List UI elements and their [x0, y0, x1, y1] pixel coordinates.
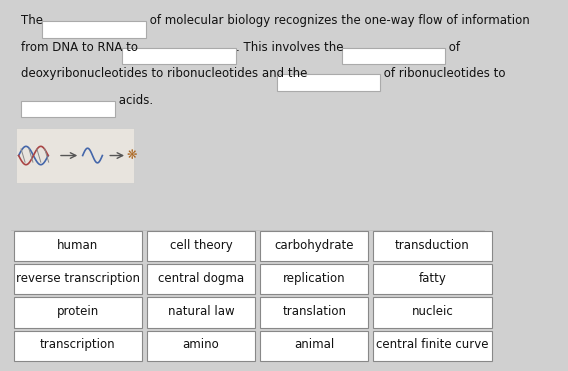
Text: central dogma: central dogma: [158, 272, 244, 285]
Bar: [373, 298, 491, 328]
Bar: [16, 128, 135, 183]
Text: protein: protein: [57, 305, 99, 318]
Bar: [14, 264, 142, 295]
Bar: [14, 298, 142, 328]
Bar: [21, 101, 115, 118]
Text: nucleic: nucleic: [412, 305, 453, 318]
Bar: [147, 231, 255, 261]
Bar: [373, 231, 491, 261]
Text: fatty: fatty: [419, 272, 446, 285]
Text: acids.: acids.: [115, 94, 153, 107]
Bar: [14, 331, 142, 361]
Text: natural law: natural law: [168, 305, 234, 318]
Text: amino: amino: [182, 338, 219, 351]
Bar: [122, 48, 236, 65]
Text: of ribonucleotides to: of ribonucleotides to: [380, 67, 506, 80]
Text: cell theory: cell theory: [169, 239, 232, 252]
Bar: [260, 298, 369, 328]
Bar: [147, 331, 255, 361]
Bar: [260, 231, 369, 261]
Bar: [342, 48, 445, 65]
Bar: [147, 298, 255, 328]
Text: from DNA to RNA to: from DNA to RNA to: [21, 41, 142, 54]
Text: carbohydrate: carbohydrate: [274, 239, 354, 252]
Text: The: The: [21, 14, 47, 27]
Text: deoxyribonucleotides to ribonucleotides and the: deoxyribonucleotides to ribonucleotides …: [21, 67, 311, 80]
Text: central finite curve: central finite curve: [376, 338, 488, 351]
Bar: [14, 231, 142, 261]
Text: transcription: transcription: [40, 338, 115, 351]
Bar: [43, 22, 146, 38]
Text: transduction: transduction: [395, 239, 470, 252]
Text: reverse transcription: reverse transcription: [16, 272, 140, 285]
Bar: [147, 264, 255, 295]
Bar: [260, 264, 369, 295]
Text: of: of: [445, 41, 461, 54]
Text: ❋: ❋: [127, 149, 137, 162]
Text: animal: animal: [294, 338, 335, 351]
Text: human: human: [57, 239, 98, 252]
Text: translation: translation: [282, 305, 346, 318]
Text: of molecular biology recognizes the one-way flow of information: of molecular biology recognizes the one-…: [146, 14, 529, 27]
Bar: [277, 75, 380, 91]
Bar: [373, 264, 491, 295]
Text: replication: replication: [283, 272, 345, 285]
Text: . This involves the: . This involves the: [236, 41, 347, 54]
Bar: [260, 331, 369, 361]
Bar: [373, 331, 491, 361]
